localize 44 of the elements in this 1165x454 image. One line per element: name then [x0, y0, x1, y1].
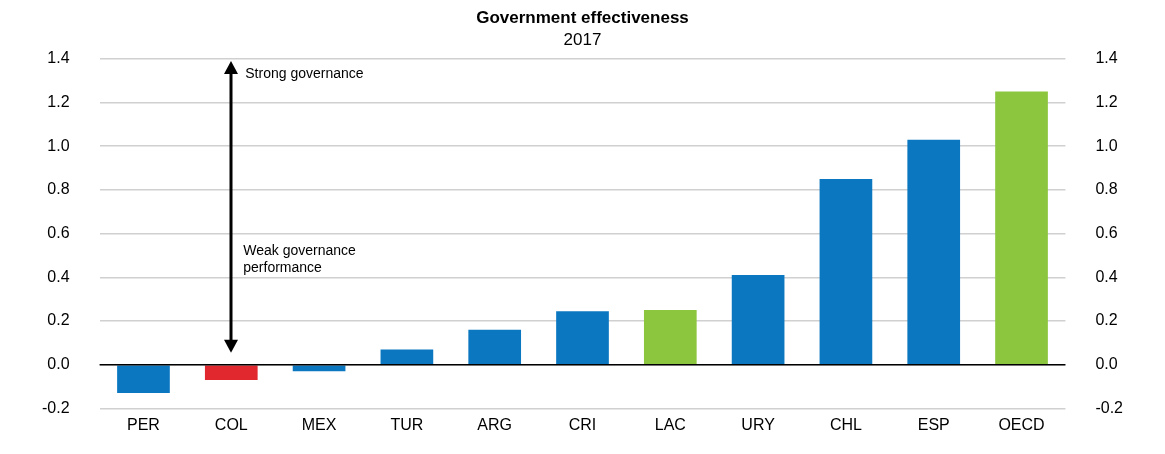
x-tick-label: COL: [214, 416, 248, 434]
y-tick-label: 1.0: [47, 136, 70, 154]
x-tick-label: ARG: [477, 416, 513, 434]
y2-tick-label: 0.8: [1095, 180, 1118, 198]
x-tick-label: MEX: [301, 416, 337, 434]
bar: [556, 311, 609, 364]
bar: [731, 275, 785, 364]
y2-tick-label: 0.0: [1095, 355, 1118, 373]
annotation: Weak governance performance: [243, 241, 357, 276]
y2-tick-label: 1.4: [1095, 49, 1118, 67]
x-tick-label: TUR: [390, 416, 424, 434]
y-tick-label: 0.2: [47, 311, 70, 329]
x-tick-label: PER: [127, 416, 160, 434]
y2-tick-label: 0.6: [1095, 224, 1118, 242]
x-tick-label: OECD: [998, 416, 1045, 434]
x-tick-label: CRI: [568, 416, 597, 434]
bar: [907, 139, 961, 364]
x-tick-label: URY: [741, 416, 776, 434]
y-tick-label: 0.8: [47, 180, 70, 198]
bar: [292, 365, 346, 372]
y-tick-label: -0.2: [41, 398, 70, 416]
y-tick-label: 1.4: [47, 49, 70, 67]
annotation: Strong governance: [245, 64, 364, 81]
y2-tick-label: 1.0: [1095, 136, 1118, 154]
y2-tick-label: 0.2: [1095, 311, 1118, 329]
y2-tick-label: 0.4: [1095, 267, 1118, 285]
chart-subtitle: 2017: [563, 30, 602, 50]
y-tick-label: 0.4: [47, 267, 70, 285]
bar: [643, 310, 697, 364]
y2-tick-label: 1.2: [1095, 92, 1118, 110]
bar: [204, 365, 258, 380]
x-tick-label: ESP: [917, 416, 950, 434]
bar: [117, 365, 170, 394]
bar: [995, 91, 1048, 364]
bar: [468, 329, 522, 364]
x-tick-label: CHL: [829, 416, 863, 434]
y-tick-label: 0.0: [47, 355, 70, 373]
bar: [380, 349, 434, 364]
bar: [819, 178, 873, 364]
y-tick-label: 0.6: [47, 224, 70, 242]
y2-tick-label: -0.2: [1095, 398, 1124, 416]
x-tick-label: LAC: [654, 416, 686, 434]
chart-title: Government effectiveness: [476, 7, 689, 27]
y-tick-label: 1.2: [47, 92, 70, 110]
